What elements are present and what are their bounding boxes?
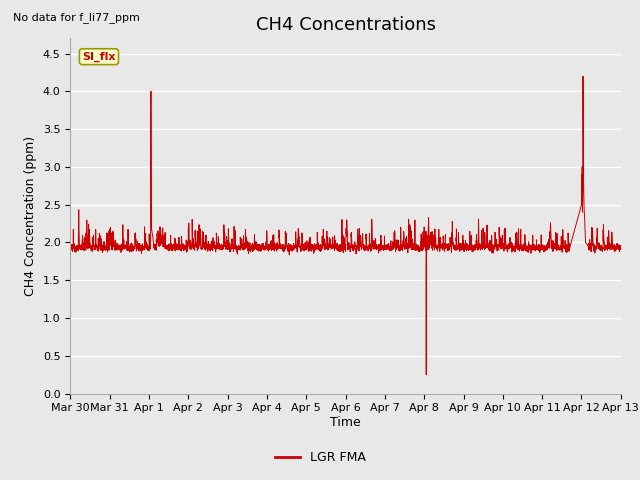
Text: No data for f_li77_ppm: No data for f_li77_ppm <box>13 12 140 23</box>
Y-axis label: CH4 Concentration (ppm): CH4 Concentration (ppm) <box>24 136 37 296</box>
X-axis label: Time: Time <box>330 416 361 429</box>
Title: CH4 Concentrations: CH4 Concentrations <box>255 16 436 34</box>
Legend: LGR FMA: LGR FMA <box>269 446 371 469</box>
Text: SI_flx: SI_flx <box>82 51 116 62</box>
